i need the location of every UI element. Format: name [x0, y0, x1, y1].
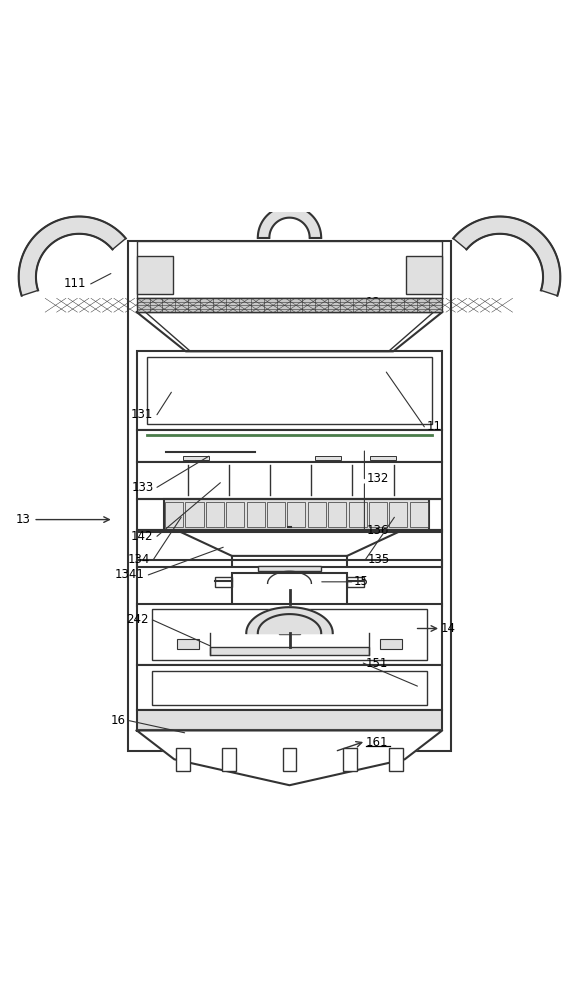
Text: 131: 131 — [131, 408, 153, 421]
Bar — [226, 502, 244, 527]
Bar — [370, 456, 396, 460]
Text: 135: 135 — [368, 553, 390, 566]
Text: 136: 136 — [367, 524, 389, 537]
Text: 14: 14 — [441, 622, 456, 635]
Bar — [137, 499, 442, 530]
Bar — [389, 748, 403, 771]
Bar — [152, 671, 427, 705]
Bar — [185, 502, 203, 527]
Polygon shape — [180, 532, 399, 556]
Text: 13: 13 — [15, 513, 30, 526]
Bar — [146, 357, 433, 424]
Bar — [283, 748, 296, 771]
Text: 242: 242 — [126, 613, 149, 626]
Text: 16: 16 — [111, 714, 126, 727]
Bar — [137, 604, 442, 665]
Text: 132: 132 — [367, 472, 389, 485]
Bar — [380, 639, 402, 649]
Text: 12: 12 — [365, 296, 380, 309]
Text: 151: 151 — [365, 657, 388, 670]
Polygon shape — [19, 217, 126, 296]
Bar — [137, 430, 442, 462]
Bar — [177, 639, 199, 649]
Bar — [137, 298, 442, 312]
Polygon shape — [137, 730, 442, 785]
Bar — [287, 502, 306, 527]
Bar — [410, 502, 428, 527]
Text: 161: 161 — [365, 736, 388, 749]
Bar — [222, 748, 236, 771]
Polygon shape — [137, 312, 442, 351]
Bar — [137, 710, 442, 730]
Bar — [137, 530, 442, 567]
Bar — [328, 502, 346, 527]
Bar — [137, 256, 173, 294]
Bar — [247, 502, 265, 527]
Bar — [137, 560, 442, 606]
Polygon shape — [246, 607, 333, 633]
Bar — [210, 647, 369, 655]
Bar — [279, 622, 300, 634]
Text: 15: 15 — [354, 575, 369, 588]
Bar — [164, 499, 429, 530]
Bar — [343, 748, 357, 771]
Bar — [206, 502, 224, 527]
Bar — [232, 573, 347, 605]
Bar — [349, 502, 367, 527]
Polygon shape — [453, 217, 560, 296]
Text: 1341: 1341 — [115, 568, 145, 581]
Text: 142: 142 — [131, 530, 153, 543]
Bar — [308, 502, 326, 527]
Bar — [406, 256, 442, 294]
Bar — [176, 748, 190, 771]
Bar — [215, 577, 232, 587]
Bar — [316, 456, 342, 460]
Bar — [369, 502, 387, 527]
Bar — [389, 502, 408, 527]
Bar — [137, 462, 442, 499]
Bar — [347, 577, 364, 587]
Bar — [137, 665, 442, 710]
Text: 134: 134 — [128, 553, 150, 566]
Text: 11: 11 — [427, 420, 442, 433]
Bar — [165, 502, 183, 527]
Bar — [267, 502, 285, 527]
Bar — [137, 351, 442, 430]
Bar — [128, 241, 451, 751]
Bar — [152, 609, 427, 660]
Text: 133: 133 — [131, 481, 153, 494]
Bar — [137, 241, 442, 298]
Text: 111: 111 — [64, 277, 87, 290]
Polygon shape — [258, 206, 321, 238]
Bar — [258, 566, 321, 571]
Bar — [183, 456, 209, 460]
